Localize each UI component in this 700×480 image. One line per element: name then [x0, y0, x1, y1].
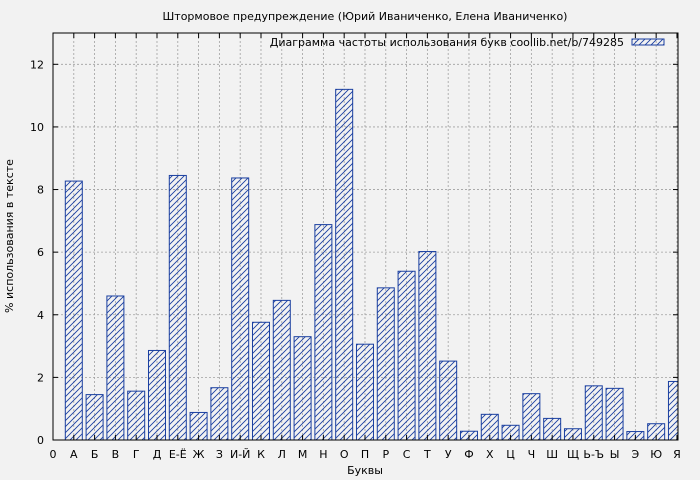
bar-Я [667, 380, 679, 441]
x-tick-label: В [112, 448, 120, 461]
y-tick-label: 12 [30, 58, 44, 71]
x-tick-label: 0 [50, 448, 57, 461]
legend: Диаграмма частоты использования букв coo… [270, 36, 665, 49]
bar-К [251, 321, 270, 441]
x-tick-label: И-Й [230, 448, 250, 461]
bar-Ч [522, 393, 541, 441]
bar-Д [147, 349, 166, 441]
plot-frame [52, 32, 679, 441]
x-tick-label: Ь-Ъ [583, 448, 604, 461]
x-axis-ticks: 0 А Б В Г Д Е-Ё Ж З И-Й К Л М Н О П Р С Т У Ф Х Ц Ч Ш Щ Ь-Ъ Ы Э Ю Я [50, 33, 681, 461]
x-tick-label: У [445, 448, 452, 461]
y-axis-ticks: 0 2 4 6 8 10 12 [30, 58, 678, 447]
x-tick-label: Я [673, 448, 681, 461]
bar-Ы [605, 387, 624, 441]
bar-С [397, 270, 416, 441]
bar-У [439, 360, 458, 441]
bar-З [210, 387, 229, 441]
bar-М [293, 336, 312, 441]
x-tick-label: З [216, 448, 223, 461]
bar-П [355, 343, 374, 441]
bar-О [335, 88, 354, 441]
bar-Б [85, 394, 104, 441]
x-tick-label: Т [423, 448, 431, 461]
x-tick-label: Х [486, 448, 494, 461]
y-tick-label: 8 [37, 184, 44, 197]
x-tick-label: Щ [567, 448, 579, 461]
x-tick-label: Ч [528, 448, 536, 461]
y-axis-label: % использования в тексте [3, 159, 16, 313]
x-tick-label: К [257, 448, 265, 461]
x-tick-label: Ш [546, 448, 558, 461]
x-tick-label: Д [153, 448, 162, 461]
bar-Р [376, 287, 395, 441]
legend-swatch [631, 38, 665, 46]
bar-Н [314, 224, 333, 441]
x-tick-label: Н [319, 448, 327, 461]
bar-Е-Ё [168, 174, 187, 441]
x-tick-label: М [298, 448, 308, 461]
bar-И-Й [231, 177, 250, 441]
y-tick-label: 6 [37, 246, 44, 259]
x-tick-label: Э [632, 448, 640, 461]
y-tick-label: 0 [37, 434, 44, 447]
x-axis-label: Буквы [347, 464, 383, 477]
bar-А [64, 180, 83, 441]
bar-В [106, 295, 125, 441]
bar-group [64, 88, 679, 441]
grid-lines [53, 33, 678, 440]
x-tick-label: Ю [650, 448, 662, 461]
chart-title: Штормовое предупреждение (Юрий Иваниченк… [163, 10, 568, 23]
x-tick-label: Г [133, 448, 140, 461]
y-tick-label: 10 [30, 121, 44, 134]
x-tick-label: С [403, 448, 411, 461]
x-tick-label: Ц [506, 448, 515, 461]
bar-Г [127, 390, 146, 441]
y-tick-label: 4 [37, 309, 44, 322]
bar-Л [272, 299, 291, 441]
x-tick-label: Е-Ё [169, 448, 187, 461]
y-tick-label: 2 [37, 371, 44, 384]
x-tick-label: Б [91, 448, 99, 461]
bar-Ь-Ъ [584, 385, 603, 441]
x-tick-label: П [361, 448, 369, 461]
legend-label: Диаграмма частоты использования букв coo… [270, 36, 624, 49]
x-tick-label: Л [278, 448, 286, 461]
x-tick-label: Ж [193, 448, 205, 461]
x-tick-label: Ф [464, 448, 473, 461]
x-tick-label: О [340, 448, 349, 461]
x-tick-label: Ы [610, 448, 620, 461]
x-tick-label: Р [382, 448, 389, 461]
x-tick-label: А [70, 448, 78, 461]
bar-Т [418, 251, 437, 441]
